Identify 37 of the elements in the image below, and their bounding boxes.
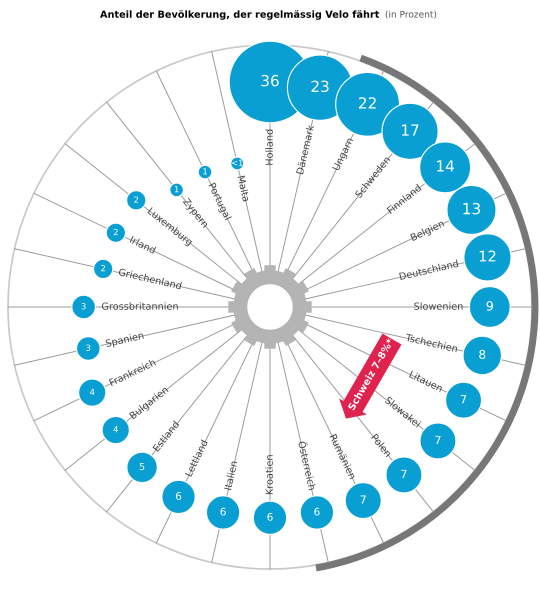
data-label: 4 bbox=[113, 426, 118, 432]
text: Anteil der Bevölkerung, der regelmässig Velo fährt bbox=[100, 10, 380, 20]
data-label: <1 bbox=[232, 160, 243, 166]
data-label: 2 bbox=[101, 265, 106, 272]
data-label: 4 bbox=[90, 388, 94, 395]
data-label: 22 bbox=[358, 97, 376, 109]
data-label: 13 bbox=[463, 202, 480, 214]
data-label: 6 bbox=[267, 512, 273, 521]
data-label: 7 bbox=[460, 395, 466, 404]
data-label: 7 bbox=[435, 436, 441, 444]
category-label: Italien bbox=[224, 460, 238, 490]
data-label: 17 bbox=[402, 124, 418, 136]
data-label: 14 bbox=[437, 160, 454, 172]
data-label: 36 bbox=[261, 74, 279, 86]
data-label: 12 bbox=[480, 250, 496, 262]
data-label: 7 bbox=[401, 470, 407, 478]
category-label: Spanien bbox=[105, 331, 144, 349]
text: (in Prozent) bbox=[386, 10, 436, 19]
data-label: 1 bbox=[203, 168, 207, 174]
category-label: Holland bbox=[265, 130, 273, 165]
category-label: Malta bbox=[237, 176, 250, 202]
category-label: Slowenien bbox=[414, 302, 463, 310]
data-label: 6 bbox=[220, 508, 226, 516]
data-label: 3 bbox=[82, 303, 86, 310]
data-label: 23 bbox=[311, 80, 329, 92]
data-label: 5 bbox=[140, 463, 144, 470]
data-label: 6 bbox=[314, 508, 320, 516]
data-label: 1 bbox=[174, 186, 179, 192]
data-label: 2 bbox=[114, 228, 118, 236]
category-label: Grossbritannien bbox=[102, 302, 178, 310]
category-label: Kroatien bbox=[265, 455, 273, 494]
data-label: 2 bbox=[134, 196, 138, 203]
data-label: 9 bbox=[486, 301, 493, 311]
data-label: 8 bbox=[479, 350, 486, 359]
data-label: 3 bbox=[86, 344, 90, 351]
data-label: 7 bbox=[360, 495, 366, 504]
data-label: 6 bbox=[176, 492, 182, 500]
